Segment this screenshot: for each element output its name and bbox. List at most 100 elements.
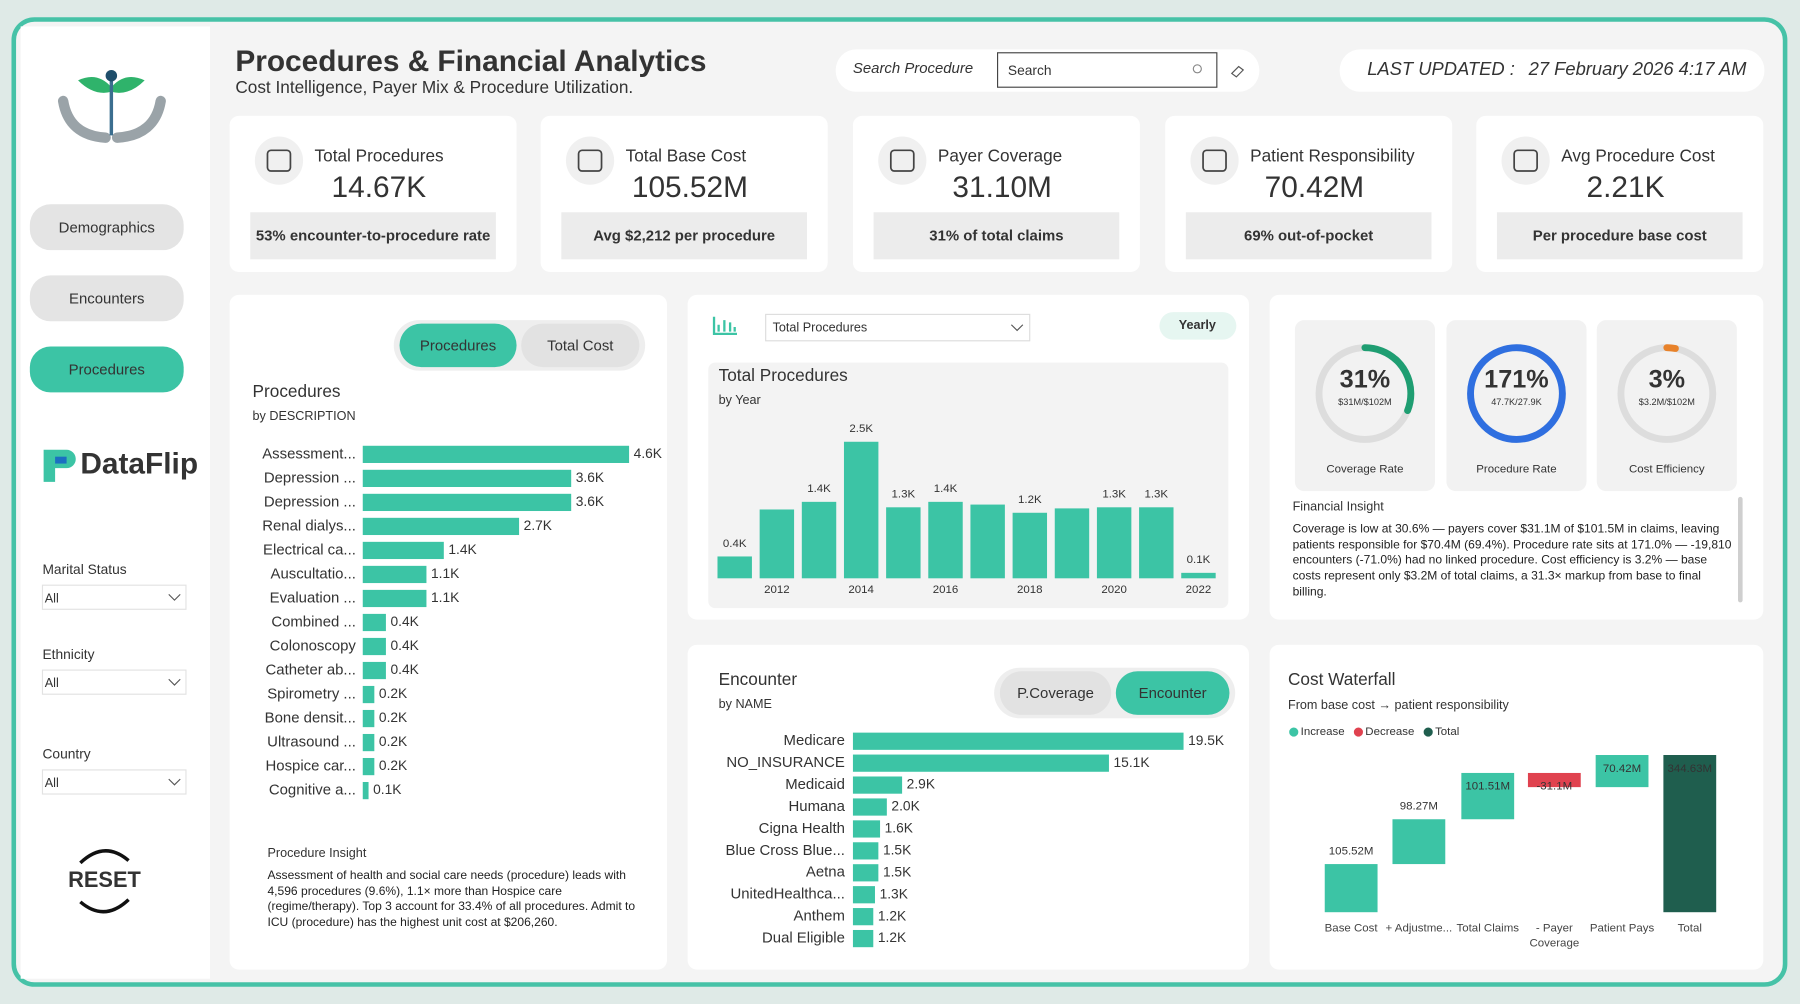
value-label: 2.7K — [524, 518, 553, 533]
toggle-button[interactable] — [1115, 671, 1230, 715]
value-label: 1.2K — [878, 908, 907, 923]
gauge-detail: $31M/$102M — [1338, 397, 1392, 407]
bar — [1054, 508, 1090, 579]
filter-value: All — [45, 591, 59, 605]
category-label: Assessment... — [262, 445, 356, 462]
gauge-label: Coverage Rate — [1326, 463, 1403, 475]
kpi-label: Avg Procedure Cost — [1561, 146, 1715, 166]
metric-dropdown[interactable] — [765, 313, 1031, 342]
filter-dropdown[interactable] — [41, 669, 187, 695]
value-label: 101.51M — [1465, 781, 1510, 793]
filter-dropdown[interactable] — [41, 584, 187, 610]
insight-title: Financial Insight — [1293, 499, 1385, 513]
toggle-button[interactable] — [521, 323, 640, 368]
eraser-icon — [1230, 65, 1245, 78]
filter-dropdown[interactable] — [41, 769, 187, 795]
bar — [362, 637, 386, 656]
waterfall-bar — [1461, 772, 1515, 820]
bar — [852, 908, 874, 926]
value-label: 1.4K — [807, 483, 831, 495]
nav-button[interactable] — [29, 275, 184, 322]
value-label: 2.9K — [907, 777, 936, 792]
toggle-label[interactable]: Total Cost — [547, 337, 614, 354]
filter-label: Country — [42, 747, 90, 762]
bar — [1096, 507, 1132, 579]
x-tick-label: 2014 — [848, 584, 874, 596]
panel — [229, 294, 667, 970]
toggle-label[interactable]: Procedures — [420, 337, 496, 354]
value-label: 0.2K — [379, 734, 408, 749]
value-label: 1.3K — [880, 886, 909, 901]
bar — [852, 776, 903, 794]
nav-label[interactable]: Demographics — [59, 219, 155, 236]
kpi-label: Total Procedures — [315, 146, 444, 166]
x-tick-label: 2016 — [933, 584, 959, 596]
toggle-button[interactable] — [399, 323, 517, 368]
kpi-note-box — [250, 212, 496, 260]
chart-title: Procedures — [253, 381, 341, 401]
x-tick-label: 2012 — [764, 584, 790, 596]
filter-label: Marital Status — [42, 562, 126, 577]
category-label: Cognitive a... — [269, 782, 356, 799]
bar — [362, 709, 375, 728]
value-label: 2.0K — [891, 799, 920, 814]
chart-title: Total Procedures — [719, 365, 848, 385]
kpi-value: 14.67K — [332, 171, 427, 204]
kpi-icon — [565, 136, 615, 185]
logo-wings — [78, 76, 145, 93]
nav-label[interactable]: Encounters — [69, 290, 144, 307]
x-tick-label-box: - Payer Coverage — [1529, 922, 1580, 950]
period-label[interactable]: Yearly — [1179, 318, 1216, 332]
logo-hands — [57, 95, 166, 143]
kpi-note: 69% out-of-pocket — [1244, 227, 1373, 244]
toggle-label[interactable]: Encounter — [1139, 685, 1207, 702]
kpi-label: Patient Responsibility — [1250, 146, 1415, 166]
category-label: Humana — [789, 798, 846, 815]
nav-button[interactable] — [29, 346, 184, 393]
toggle-label[interactable]: P.Coverage — [1017, 685, 1094, 702]
bar — [928, 501, 963, 579]
x-tick-label: - Payer Coverage — [1529, 922, 1580, 950]
bar — [362, 469, 572, 488]
value-label: 1.4K — [934, 483, 958, 495]
gauge-detail: $3.2M/$102M — [1639, 397, 1695, 407]
value-label: 3.6K — [576, 470, 605, 485]
bar — [362, 517, 520, 536]
metric-dropdown-label[interactable]: Total Procedures — [773, 320, 868, 334]
gauge-label: Procedure Rate — [1476, 463, 1556, 475]
value-label: 1.3K — [1102, 489, 1126, 501]
bar — [362, 445, 630, 463]
insight-text-box: Assessment of health and social care nee… — [267, 868, 636, 930]
category-label: Renal dialys... — [262, 517, 356, 534]
category-label: Combined ... — [271, 613, 356, 630]
reset-label[interactable]: RESET — [68, 867, 141, 892]
insight-title: Procedure Insight — [267, 846, 366, 860]
kpi-note-box — [1185, 212, 1432, 260]
kpi-note: 31% of total claims — [929, 227, 1063, 244]
bar — [362, 589, 427, 608]
value-label: 1.4K — [448, 542, 477, 557]
category-label: NO_INSURANCE — [726, 754, 845, 771]
gauge-value: 3% — [1649, 366, 1685, 394]
kpi-icon-glyph — [577, 149, 603, 172]
kpi-icon-glyph — [1202, 149, 1227, 172]
category-label: Dual Eligible — [762, 930, 845, 947]
value-label: 19.5K — [1188, 733, 1225, 748]
search-input[interactable] — [997, 52, 1218, 88]
waterfall-bar — [1663, 755, 1717, 913]
bar — [852, 732, 1184, 750]
toggle-button[interactable] — [999, 671, 1112, 715]
bar — [362, 613, 386, 632]
value-label: 4.6K — [634, 446, 663, 461]
bar — [362, 661, 386, 680]
legend-dot — [1289, 727, 1299, 737]
insight-text: Assessment of health and social care nee… — [267, 868, 636, 930]
bar — [362, 565, 427, 584]
nav-label[interactable]: Procedures — [69, 362, 145, 379]
x-tick-label-box: Base Cost — [1325, 923, 1378, 936]
value-label: 0.4K — [391, 638, 420, 653]
nav-button[interactable] — [29, 204, 184, 251]
period-button[interactable] — [1159, 312, 1237, 340]
kpi-note: Avg $2,212 per procedure — [593, 227, 775, 244]
